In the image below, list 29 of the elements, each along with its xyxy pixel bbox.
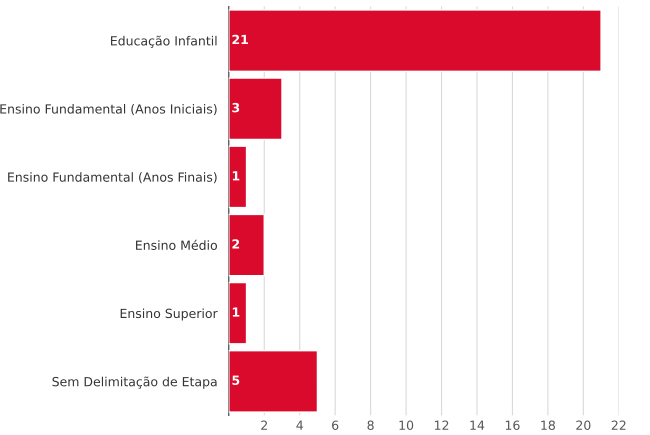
x-tick-label: 4 [296, 420, 303, 430]
x-tick-label: 10 [399, 420, 414, 430]
data-label: 2 [232, 239, 240, 248]
y-tick-label: Sem Delimitação de Etapa [52, 376, 217, 389]
x-tick-label: 14 [470, 420, 484, 430]
bar [228, 77, 283, 140]
y-tick-label: Ensino Médio [136, 240, 218, 250]
x-tick-label: 22 [612, 420, 626, 430]
x-tick-label: 12 [434, 420, 448, 430]
y-tick-label: Ensino Superior [120, 308, 218, 321]
bar [228, 350, 318, 413]
x-tick-label: 20 [576, 420, 590, 430]
x-tick-label: 18 [541, 420, 555, 430]
x-tick-label: 16 [506, 420, 520, 430]
bar [228, 214, 265, 276]
data-label: 1 [232, 171, 240, 180]
y-tick-label: Ensino Fundamental (Anos Finais) [8, 172, 217, 184]
bar [228, 9, 602, 72]
data-label: 21 [232, 34, 248, 44]
data-label: 3 [232, 102, 240, 112]
x-tick-label: 8 [367, 420, 374, 430]
bar [228, 146, 248, 208]
bar [228, 282, 248, 345]
data-label: 5 [232, 376, 240, 385]
x-tick-label: 2 [261, 420, 267, 430]
y-tick-label: Educação Infantil [111, 36, 217, 48]
data-label: 1 [232, 308, 240, 317]
y-tick-label: Ensino Fundamental (Anos Iniciais) [0, 104, 217, 116]
x-tick-label: 6 [332, 420, 338, 430]
